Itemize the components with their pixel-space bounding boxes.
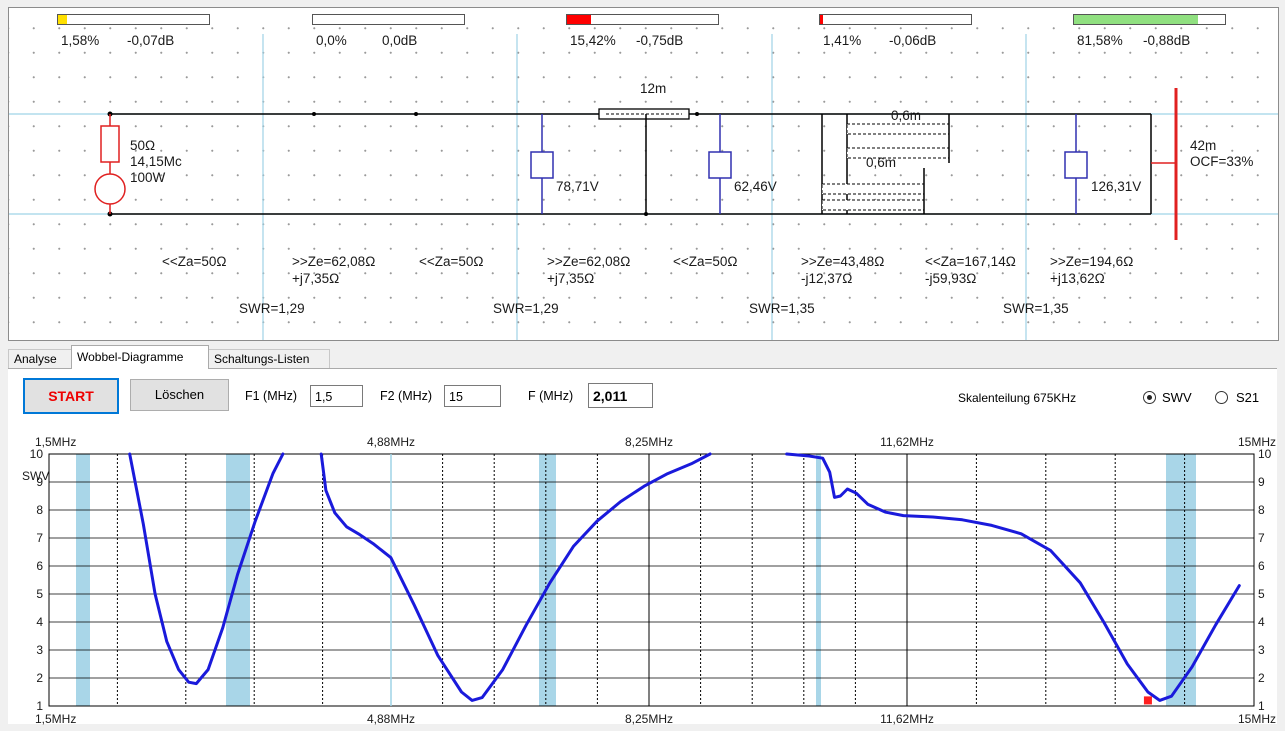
level-meter-fill [58,15,67,24]
meter-db: -0,75dB [636,33,684,48]
cable-label: 0,6m [891,108,922,123]
circuit-diagram [9,34,1278,340]
meter-percent: 81,58% [1077,33,1123,48]
tab-analyse[interactable]: Analyse [8,349,72,369]
scale-label: Skalenteilung 675KHz [958,391,1077,405]
stub-3 [821,183,925,195]
source-impedance: 50Ω [130,138,156,153]
source-power: 100W [130,170,166,185]
voltmeter-2 [708,151,732,179]
stub-2 [846,147,950,159]
f2-input[interactable]: 15 [444,385,501,407]
meter-db: -0,07dB [127,33,175,48]
meter-db: 0,0dB [382,33,418,48]
impedance-readout: -j12,37Ω [801,271,853,286]
start-button[interactable]: START [23,378,119,414]
meter-percent: 1,41% [823,33,862,48]
voltage-readout: 126,31V [1091,179,1142,194]
voltmeter-3 [1064,151,1088,179]
meter-db: -0,06dB [889,33,937,48]
impedance-readout: +j7,35Ω [292,271,340,286]
s21-radio[interactable] [1215,391,1228,404]
source-frequency: 14,15Mc [130,154,182,169]
impedance-readout: >>Ze=62,08Ω [547,254,631,269]
source-generator [94,173,126,205]
impedance-readout: <<Za=50Ω [673,254,738,269]
f-value-field[interactable]: 2,011 [588,383,653,408]
meter-percent: 0,0% [316,33,347,48]
level-meter [57,14,210,25]
impedance-readout: +j7,35Ω [547,271,595,286]
cable-label: 12m [640,81,667,96]
tab-schaltungs-listen[interactable]: Schaltungs-Listen [208,349,330,369]
impedance-readout: +j13,62Ω [1050,271,1105,286]
stub-4 [821,199,925,211]
f-label: F (MHz) [528,389,574,403]
swr-readout: SWR=1,35 [749,301,815,316]
level-meter [566,14,719,25]
circuit-panel[interactable] [8,7,1279,341]
swr-readout: SWR=1,29 [239,301,305,316]
stub-1 [846,123,950,135]
f1-input[interactable]: 1,5 [310,385,363,407]
level-meter [312,14,465,25]
meter-percent: 1,58% [61,33,100,48]
impedance-readout: <<Za=167,14Ω [925,254,1016,269]
impedance-readout: <<Za=50Ω [162,254,227,269]
level-meter [819,14,972,25]
tab-wobbel-diagramme[interactable]: Wobbel-Diagramme [71,345,209,369]
f1-label: F1 (MHz) [245,389,298,403]
f2-label: F2 (MHz) [380,389,433,403]
tab-panel [8,368,1277,724]
impedance-readout: >>Ze=43,48Ω [801,254,885,269]
impedance-readout: >>Ze=194,6Ω [1050,254,1134,269]
voltage-readout: 78,71V [556,179,599,194]
impedance-readout: >>Ze=62,08Ω [292,254,376,269]
level-meter-fill [1074,15,1198,24]
meter-percent: 15,42% [570,33,616,48]
swr-readout: SWR=1,35 [1003,301,1069,316]
swv-radio-label[interactable]: SWV [1162,390,1192,405]
impedance-readout: -j59,93Ω [925,271,977,286]
swv-radio[interactable] [1143,391,1156,404]
level-meter-fill [567,15,591,24]
voltmeter-1 [530,151,554,179]
level-meter-fill [820,15,823,24]
cable-label: 0,6m [866,155,897,170]
impedance-readout: <<Za=50Ω [419,254,484,269]
s21-radio-label[interactable]: S21 [1236,390,1260,405]
voltage-readout: 62,46V [734,179,777,194]
antenna-ocf: OCF=33% [1190,154,1254,169]
antenna-length: 42m [1190,138,1217,153]
meter-db: -0,88dB [1143,33,1191,48]
swr-readout: SWR=1,29 [493,301,559,316]
level-meter [1073,14,1226,25]
clear-button[interactable]: Löschen [130,379,229,411]
source-resistor [100,125,120,163]
